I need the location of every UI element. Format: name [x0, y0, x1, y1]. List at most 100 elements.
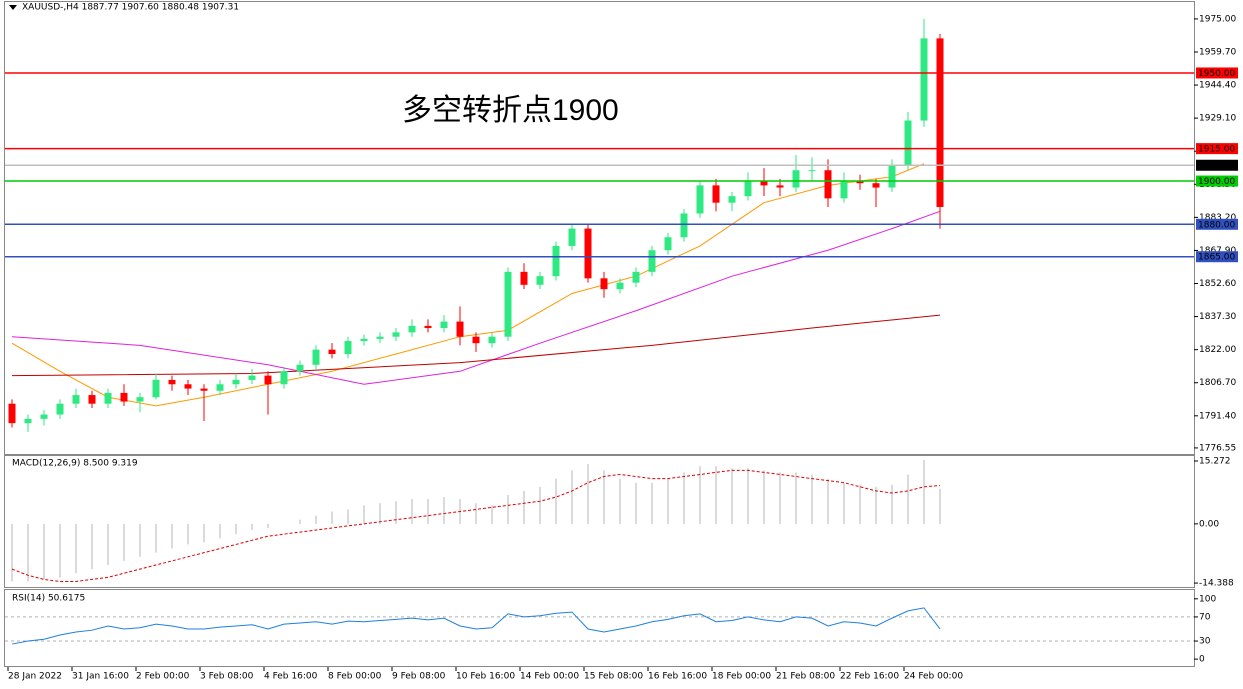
candle-body: [56, 403, 64, 415]
moving-average: [11, 314, 941, 377]
candle-body: [536, 276, 544, 285]
candle-body: [744, 181, 752, 197]
candle-body: [216, 384, 224, 391]
candle-body: [936, 38, 944, 207]
candle-body: [920, 38, 928, 121]
candle-body: [136, 397, 144, 402]
x-tick-label: 16 Feb 16:00: [648, 672, 707, 682]
candle-body: [600, 278, 608, 290]
chart-title: XAUUSD-,H4 1887.77 1907.60 1880.48 1907.…: [22, 3, 239, 13]
x-tick-label: 14 Feb 00:00: [520, 672, 579, 682]
candle-body: [264, 375, 272, 385]
candle-body: [680, 213, 688, 238]
y-tick-label: 1944.40: [1199, 81, 1236, 91]
price-level-label: 1915.00: [1198, 145, 1235, 155]
candle-body: [24, 418, 32, 424]
x-tick-label: 22 Feb 16:00: [840, 672, 899, 682]
x-tick-label: 9 Feb 08:00: [392, 672, 446, 682]
candle-body: [328, 349, 336, 354]
candle-body: [296, 364, 304, 372]
y-tick-label: 1959.70: [1199, 47, 1236, 57]
candle-body: [488, 336, 496, 344]
candle-body: [152, 379, 160, 398]
price-level-box: [1196, 251, 1238, 263]
candle-body: [728, 196, 736, 203]
candle-body: [120, 392, 128, 402]
candle-body: [168, 379, 176, 385]
y-tick-label: 0: [1199, 655, 1205, 665]
x-tick-label: 2 Feb 00:00: [136, 672, 190, 682]
candle-body: [424, 325, 432, 329]
candle-body: [552, 245, 560, 277]
y-tick-label: 1776.55: [1199, 443, 1236, 453]
candle-body: [440, 321, 448, 329]
candle-body: [472, 336, 480, 344]
y-tick-label: 30: [1199, 637, 1211, 647]
x-tick-label: 21 Feb 08:00: [776, 672, 835, 682]
candle-body: [504, 271, 512, 337]
price-level-label: 1880.00: [1198, 220, 1235, 230]
price-level-box: [1196, 143, 1238, 155]
candle-body: [648, 250, 656, 272]
candle-body: [40, 414, 48, 419]
candle-body: [584, 228, 592, 279]
candle-body: [840, 181, 848, 199]
candle-body: [72, 395, 80, 404]
macd-panel: [4, 455, 1195, 588]
candle-body: [888, 165, 896, 188]
candle-body: [312, 349, 320, 365]
candle-body: [696, 185, 704, 214]
rsi-line: [11, 607, 941, 645]
candle-body: [856, 181, 864, 184]
candle-body: [760, 181, 768, 186]
y-tick-label: 100: [1199, 594, 1216, 604]
price-level-label: 1907.31: [1198, 161, 1235, 171]
y-tick-label: 1975.00: [1199, 14, 1236, 24]
price-level-box: [1196, 159, 1238, 171]
candle-body: [872, 183, 880, 188]
y-tick-label: 1791.40: [1199, 411, 1236, 421]
candle-body: [664, 237, 672, 251]
candle-body: [808, 170, 816, 172]
price-level-box: [1196, 67, 1238, 79]
x-tick-label: 15 Feb 08:00: [584, 672, 643, 682]
y-tick-label: 1806.70: [1199, 378, 1236, 388]
candle-body: [8, 403, 16, 424]
price-level-box: [1196, 175, 1238, 187]
x-tick-label: 10 Feb 16:00: [456, 672, 515, 682]
candle-body: [392, 332, 400, 337]
x-tick-label: 18 Feb 00:00: [712, 672, 771, 682]
candle-body: [408, 325, 416, 333]
candle-body: [632, 271, 640, 283]
x-tick-label: 28 Jan 2022: [8, 672, 62, 682]
y-tick-label: 1852.60: [1199, 279, 1236, 289]
y-tick-label: 1883.20: [1199, 213, 1236, 223]
menu-arrow[interactable]: [9, 5, 17, 10]
candle-body: [568, 228, 576, 246]
price-level-label: 1865.00: [1198, 253, 1235, 263]
x-tick-label: 24 Feb 00:00: [904, 672, 963, 682]
candle-body: [104, 392, 112, 404]
price-level-label: 1900.00: [1198, 177, 1235, 187]
price-panel: [4, 1, 1195, 455]
signal-line: [11, 469, 941, 582]
candle-body: [520, 271, 528, 285]
candle-body: [616, 282, 624, 290]
y-tick-label: 1867.90: [1199, 246, 1236, 256]
candle-body: [248, 375, 256, 380]
rsi-title: RSI(14) 50.6175: [12, 594, 85, 604]
candle-body: [712, 185, 720, 203]
y-tick-label: 1837.30: [1199, 312, 1236, 322]
candle-body: [344, 341, 352, 354]
y-tick-label: 70: [1199, 612, 1211, 622]
moving-average: [11, 210, 941, 385]
candle-body: [776, 185, 784, 188]
candle-body: [456, 321, 464, 337]
y-tick-label: 15.272: [1199, 456, 1231, 466]
rsi-panel: [4, 589, 1195, 667]
price-level-box: [1196, 218, 1238, 230]
candle-body: [184, 384, 192, 389]
candle-body: [280, 371, 288, 385]
